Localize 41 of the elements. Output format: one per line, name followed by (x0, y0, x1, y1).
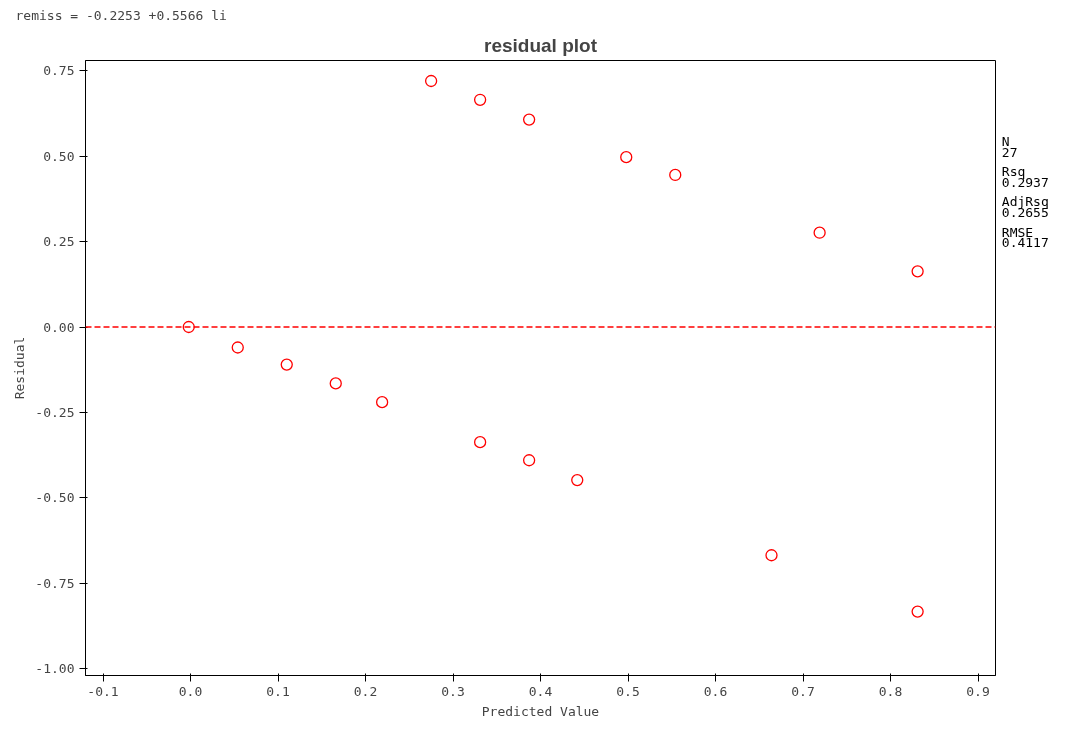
x-tick-label: 0.4 (528, 683, 553, 699)
point (329, 377, 342, 390)
point (765, 549, 778, 562)
point (911, 605, 924, 618)
y-tick-label: -0.75 (35, 575, 75, 591)
y-tick-label: 0.75 (43, 63, 75, 79)
point (182, 320, 195, 334)
y-tick-label: 0.50 (43, 148, 75, 164)
point (375, 396, 389, 409)
x-tick-label: 0.8 (878, 683, 903, 699)
x-tick-label: 0.2 (353, 683, 378, 699)
text: remiss = -0.2253 +0.5566 li (15, 7, 227, 23)
y-tick-label: 0.00 (43, 319, 75, 335)
y-tick-label: -0.25 (35, 404, 75, 420)
y-axis-title: Residual (12, 336, 28, 400)
x-tick-label: 0.3 (441, 683, 465, 699)
x-tick-label: 0.9 (966, 683, 990, 699)
point (813, 226, 826, 239)
point (522, 454, 536, 467)
y-tick-label: -0.50 (35, 490, 75, 506)
point (473, 93, 487, 106)
point (620, 151, 633, 164)
point (522, 113, 536, 126)
x-tick-label: -0.1 (87, 683, 119, 699)
x-tick-label: 0.7 (791, 683, 815, 699)
x-tick-label: 0.5 (616, 683, 640, 699)
y-tick-label: 0.25 (43, 234, 75, 250)
point (231, 341, 244, 354)
point (473, 436, 487, 449)
point (280, 358, 293, 371)
chart-title: residual plot (484, 34, 598, 56)
x-tick-label: 0.1 (266, 683, 290, 699)
x-axis-title: Predicted Value (481, 703, 600, 719)
y-tick-label: -1.00 (35, 661, 75, 677)
x-tick-label: 0.0 (178, 683, 203, 699)
point (424, 74, 438, 88)
point (571, 473, 584, 487)
point (911, 265, 924, 278)
x-tick-label: 0.6 (703, 683, 728, 699)
point (669, 168, 682, 182)
text: 27 (1001, 144, 1018, 160)
